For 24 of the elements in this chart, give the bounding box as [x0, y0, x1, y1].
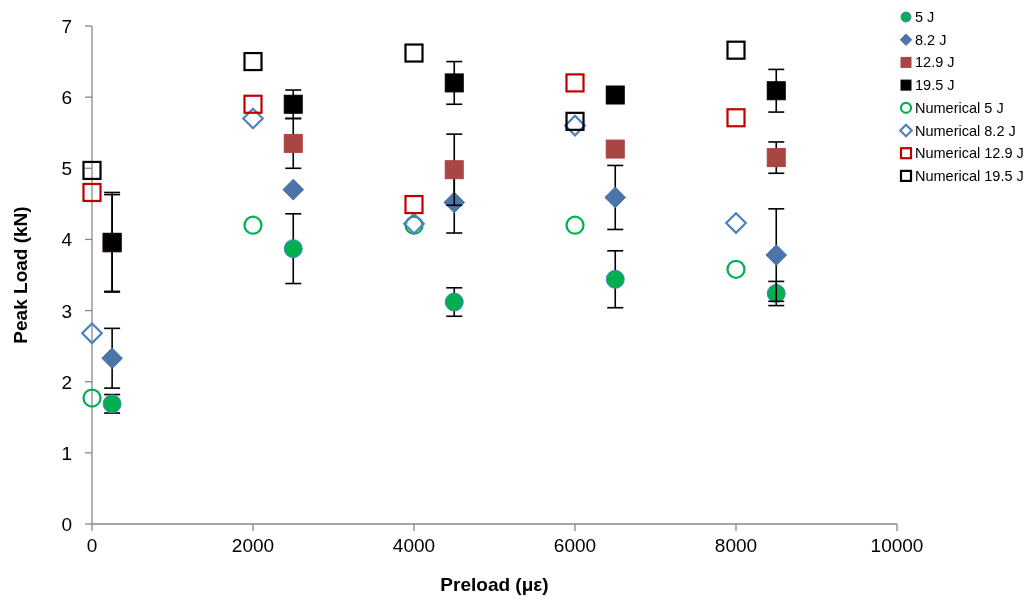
x-tick-label: 8000: [714, 535, 758, 556]
y-axis-title: Peak Load (kN): [10, 206, 31, 344]
x-tick-label: 2000: [231, 535, 275, 556]
legend-label: 8.2 J: [915, 31, 947, 48]
y-tick-label: 2: [61, 371, 72, 393]
legend-label: 12.9 J: [915, 54, 955, 71]
y-tick-label: 7: [61, 16, 72, 37]
y-tick-label: 6: [61, 87, 72, 109]
y-tick-label: 5: [61, 158, 72, 180]
legend-label: Numerical 8.2 J: [915, 122, 1016, 139]
legend-label: Numerical 19.5 J: [915, 167, 1024, 184]
legend-label: Numerical 5 J: [915, 99, 1004, 116]
x-tick-label: 0: [86, 535, 98, 556]
y-tick-label: 4: [61, 229, 73, 251]
legend-label: 5 J: [915, 9, 935, 25]
x-axis-title: Preload (με): [440, 574, 549, 595]
y-tick-label: 0: [61, 514, 72, 535]
x-tick-label: 10000: [870, 535, 924, 556]
legend-label: Numerical 12.9 J: [915, 145, 1024, 162]
legend-label: 19.5 J: [915, 77, 955, 94]
x-tick-label: 4000: [392, 535, 436, 556]
x-tick-label: 6000: [553, 535, 597, 556]
y-tick-label: 3: [61, 300, 72, 322]
y-tick-label: 1: [61, 442, 72, 464]
